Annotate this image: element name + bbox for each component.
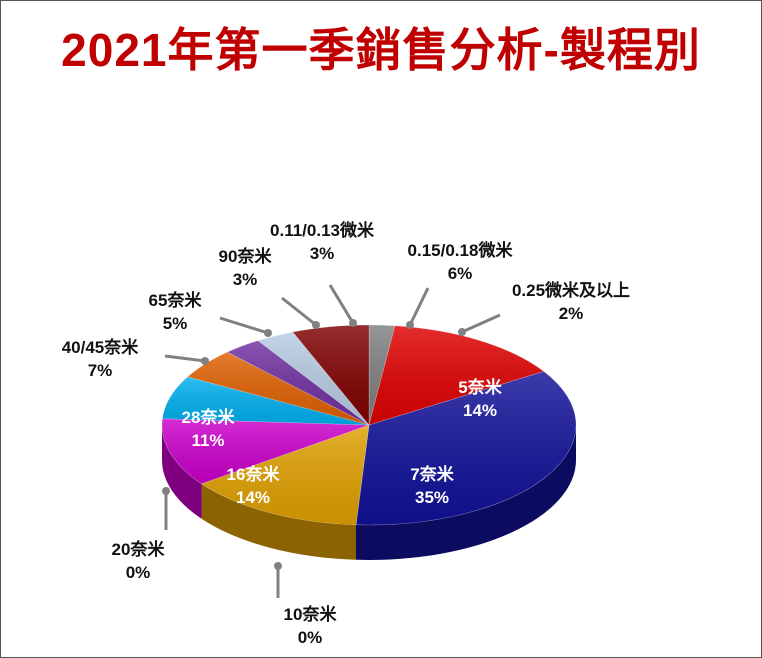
label-65: 65奈米: [149, 290, 203, 310]
label-7: 7奈米: [410, 464, 454, 484]
label-90: 90奈米: [219, 246, 273, 266]
leader-dot-0-15-0-18: [406, 321, 414, 329]
value-label-90: 3%: [233, 270, 258, 289]
label-28: 28奈米: [182, 407, 236, 427]
value-label-28: 11%: [191, 431, 224, 450]
value-label-40-45: 7%: [88, 361, 113, 380]
label-5: 5奈米: [458, 377, 502, 397]
value-label-16: 14%: [236, 488, 270, 507]
pie-side-16: [201, 483, 357, 560]
value-label-10: 0%: [298, 628, 323, 647]
label-10: 10奈米: [284, 604, 338, 624]
leader-dot-0-11-0-13: [349, 319, 357, 327]
pie-slice-shade-28: [162, 418, 369, 484]
leader-dot-90: [312, 321, 320, 329]
pie-side-28: [162, 425, 202, 519]
leader-line-65: [219, 316, 269, 335]
pie-slice-shade-0-15-0-18: [292, 325, 369, 425]
leader-dot-65: [264, 329, 272, 337]
pie-slice-shade-16: [201, 425, 369, 525]
pie-slice-shade-65: [187, 352, 369, 425]
pie-slice-shade-0-25: [369, 325, 395, 425]
leader-dot-0-25: [458, 328, 466, 336]
value-label-7: 35%: [415, 488, 449, 507]
label-0-15-0-18: 0.15/0.18微米: [408, 240, 514, 260]
value-label-65: 5%: [163, 314, 188, 333]
pie-slice-shade-0-11-0-13: [258, 332, 369, 425]
pie-slice-shade-40-45: [162, 376, 369, 425]
value-label-0-25: 2%: [559, 304, 584, 323]
leader-line-0-15-0-18: [408, 287, 430, 326]
leader-dot-20: [162, 487, 170, 495]
leader-dot-40-45: [201, 357, 209, 365]
label-0-25: 0.25微米及以上: [512, 280, 630, 300]
pie-slice-shade-7: [356, 371, 577, 525]
value-label-5: 14%: [463, 401, 497, 420]
pie-side-7: [356, 425, 576, 560]
value-label-0-15-0-18: 6%: [448, 264, 473, 283]
label-16: 16奈米: [227, 464, 281, 484]
value-label-0-11-0-13: 3%: [310, 244, 335, 263]
page-title: 2021年第一季銷售分析-製程別: [61, 24, 701, 76]
leader-line-0-25: [461, 313, 501, 334]
pie-slice-shade-5: [369, 325, 544, 425]
leader-line-90: [281, 296, 317, 327]
leader-line-0-11-0-13: [328, 284, 355, 324]
pie-slice-shade-90: [227, 340, 369, 425]
label-20: 20奈米: [112, 539, 166, 559]
leader-line-40-45: [164, 354, 206, 363]
value-label-20: 0%: [126, 563, 151, 582]
label-40-45: 40/45奈米: [62, 337, 140, 357]
leader-dot-10: [274, 562, 282, 570]
label-0-11-0-13: 0.11/0.13微米: [270, 220, 375, 240]
